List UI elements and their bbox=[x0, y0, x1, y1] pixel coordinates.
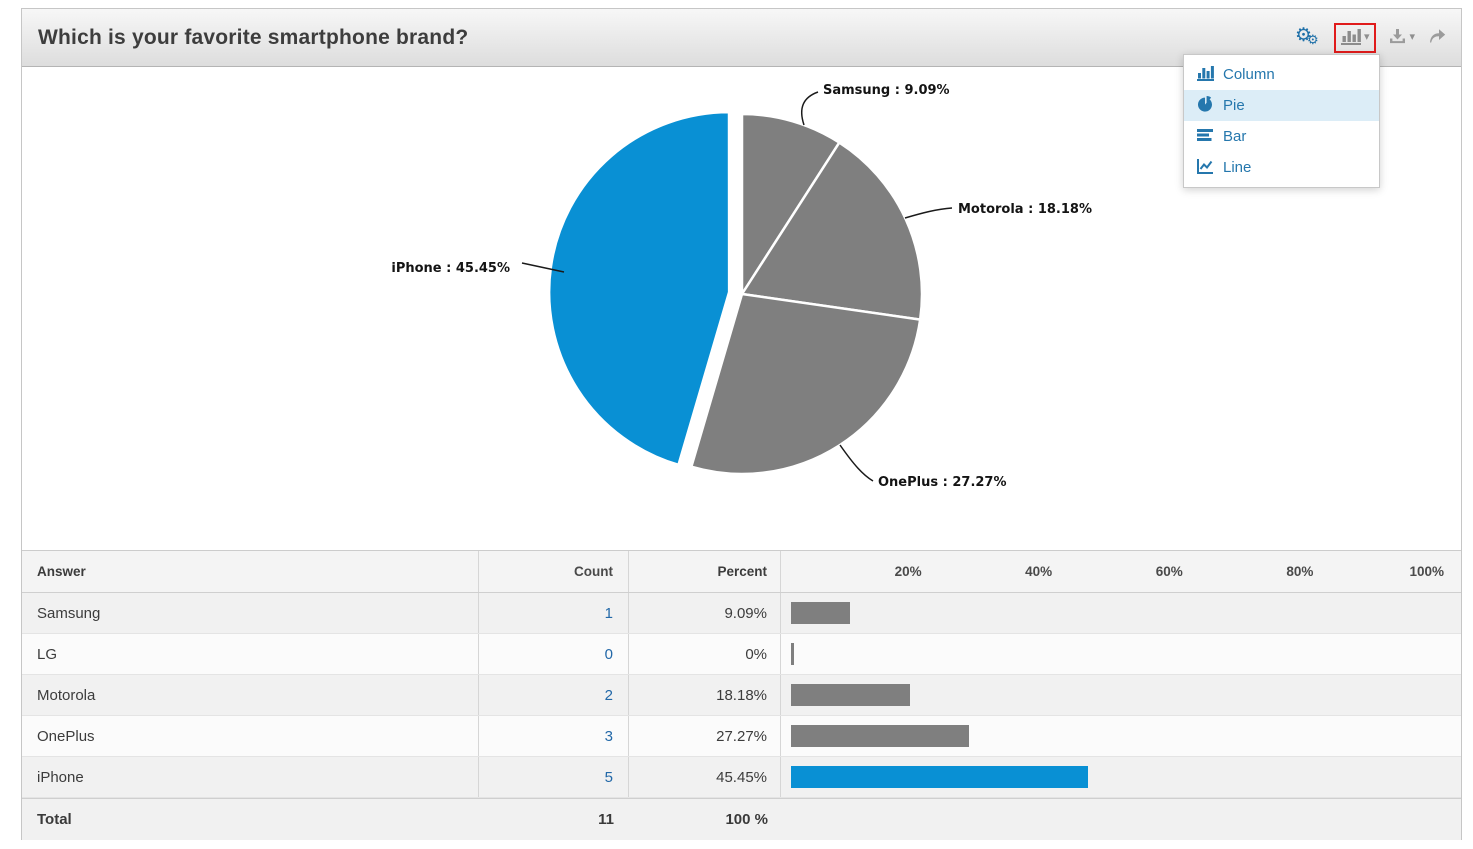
header-toolbar: ⚙ ⚙ ▾ bbox=[1294, 22, 1461, 53]
pie-slice-iphone[interactable] bbox=[547, 110, 731, 467]
percent-value: 18.18% bbox=[629, 675, 781, 715]
pie-slice-label: Samsung : 9.09% bbox=[823, 83, 950, 98]
count-value[interactable]: 2 bbox=[604, 686, 613, 704]
pie-chart: Samsung : 9.09% Motorola : 18.18% OnePlu… bbox=[391, 83, 1092, 490]
percent-bar bbox=[791, 602, 851, 624]
answer-cell: LG bbox=[22, 634, 479, 674]
total-percent: 100 % bbox=[725, 811, 768, 828]
menu-item-column[interactable]: Column bbox=[1184, 59, 1379, 90]
menu-item-line[interactable]: Line bbox=[1184, 152, 1379, 183]
percent-value: 9.09% bbox=[629, 593, 781, 633]
table-row: iPhone 5 45.45% bbox=[22, 757, 1461, 798]
question-report-panel: Which is your favorite smartphone brand?… bbox=[21, 8, 1462, 840]
label-leader-line bbox=[800, 91, 819, 126]
menu-item-label: Line bbox=[1223, 159, 1252, 176]
menu-item-bar[interactable]: Bar bbox=[1184, 121, 1379, 152]
panel-header: Which is your favorite smartphone brand?… bbox=[22, 9, 1461, 67]
pie-slice-label: Motorola : 18.18% bbox=[958, 202, 1092, 217]
col-header-answer: Answer bbox=[22, 551, 479, 592]
percent-value: 45.45% bbox=[629, 757, 781, 797]
percent-bar bbox=[791, 684, 910, 706]
share-button[interactable] bbox=[1428, 28, 1447, 47]
percent-value: 27.27% bbox=[629, 716, 781, 756]
menu-item-label: Pie bbox=[1223, 97, 1245, 114]
col-header-percent: Percent bbox=[629, 551, 781, 592]
pie-slice-samsung[interactable] bbox=[740, 112, 842, 299]
line-chart-icon bbox=[1197, 158, 1214, 178]
annotation-highlight-box: ▾ bbox=[1333, 22, 1377, 53]
pie-slice-label: iPhone : 45.45% bbox=[391, 261, 510, 276]
table-total-row: Total 11 100 % bbox=[22, 798, 1461, 840]
chevron-down-icon: ▾ bbox=[1363, 31, 1370, 43]
menu-item-label: Column bbox=[1223, 66, 1275, 83]
menu-item-label: Bar bbox=[1223, 128, 1247, 145]
scale-tick-label: 100% bbox=[1409, 564, 1444, 579]
table-row: Motorola 2 18.18% bbox=[22, 675, 1461, 716]
pie-slice-motorola[interactable] bbox=[739, 140, 924, 322]
column-chart-icon bbox=[1197, 65, 1214, 85]
settings-button[interactable]: ⚙ ⚙ bbox=[1294, 24, 1321, 50]
col-header-count: Count bbox=[479, 551, 629, 592]
column-chart-icon bbox=[1340, 28, 1361, 48]
label-leader-line bbox=[839, 444, 874, 482]
percent-scale: 20% 40% 60% 80% 100% bbox=[791, 564, 1444, 579]
percent-bar bbox=[791, 643, 795, 665]
table-header-row: Answer Count Percent 20% 40% 60% 80% 100… bbox=[22, 551, 1461, 593]
scale-tick-label: 60% bbox=[1155, 564, 1183, 579]
results-table: Answer Count Percent 20% 40% 60% 80% 100… bbox=[22, 550, 1461, 840]
label-leader-line bbox=[904, 207, 953, 219]
scale-tick-label: 80% bbox=[1286, 564, 1314, 579]
col-header-scale: 20% 40% 60% 80% 100% bbox=[781, 551, 1461, 592]
chart-type-menu: Column Pie Bar bbox=[1183, 54, 1380, 188]
total-label: Total bbox=[37, 811, 72, 828]
scale-tick-label: 40% bbox=[1025, 564, 1053, 579]
count-value[interactable]: 0 bbox=[604, 645, 613, 663]
table-row: LG 0 0% bbox=[22, 634, 1461, 675]
bar-chart-icon bbox=[1197, 127, 1214, 147]
download-button[interactable]: ▾ bbox=[1389, 28, 1415, 47]
count-value[interactable]: 5 bbox=[604, 768, 613, 786]
label-leader-line bbox=[521, 262, 565, 273]
pie-chart-icon bbox=[1197, 95, 1214, 116]
percent-value: 0% bbox=[629, 634, 781, 674]
gears-icon: ⚙ ⚙ bbox=[1294, 24, 1319, 47]
chart-type-button[interactable]: ▾ bbox=[1340, 28, 1370, 48]
answer-cell: Motorola bbox=[22, 675, 479, 715]
count-value[interactable]: 1 bbox=[604, 604, 613, 622]
percent-bar bbox=[791, 766, 1088, 788]
page-title: Which is your favorite smartphone brand? bbox=[38, 25, 469, 49]
answer-cell: iPhone bbox=[22, 757, 479, 797]
scale-tick-label: 20% bbox=[894, 564, 922, 579]
menu-item-pie[interactable]: Pie bbox=[1184, 90, 1379, 121]
download-icon bbox=[1389, 28, 1406, 47]
pie-slice-oneplus[interactable] bbox=[689, 292, 922, 476]
table-row: Samsung 1 9.09% bbox=[22, 593, 1461, 634]
answer-cell: Samsung bbox=[22, 593, 479, 633]
count-value[interactable]: 3 bbox=[604, 727, 613, 745]
share-arrow-icon bbox=[1428, 28, 1447, 47]
total-count: 11 bbox=[598, 811, 614, 828]
chevron-down-icon: ▾ bbox=[1409, 31, 1415, 43]
percent-bar bbox=[791, 725, 970, 747]
table-row: OnePlus 3 27.27% bbox=[22, 716, 1461, 757]
pie-slice-label: OnePlus : 27.27% bbox=[878, 475, 1007, 490]
answer-cell: OnePlus bbox=[22, 716, 479, 756]
